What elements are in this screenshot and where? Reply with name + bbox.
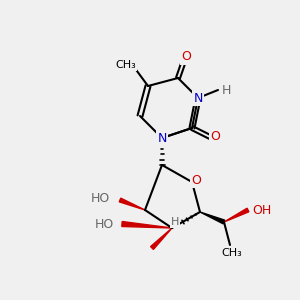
Polygon shape [200,212,225,224]
Text: O: O [210,130,220,143]
Text: O: O [181,50,191,64]
Text: OH: OH [252,203,272,217]
Text: H: H [221,83,231,97]
Text: CH₃: CH₃ [116,60,136,70]
Text: O: O [191,173,201,187]
Text: N: N [157,131,167,145]
Text: H: H [171,217,179,227]
Text: N: N [193,92,203,104]
Polygon shape [119,198,145,210]
Polygon shape [224,208,249,222]
Text: HO: HO [94,218,114,230]
Polygon shape [122,221,172,228]
Polygon shape [151,228,172,249]
Text: HO: HO [90,191,110,205]
Text: CH₃: CH₃ [222,248,242,258]
